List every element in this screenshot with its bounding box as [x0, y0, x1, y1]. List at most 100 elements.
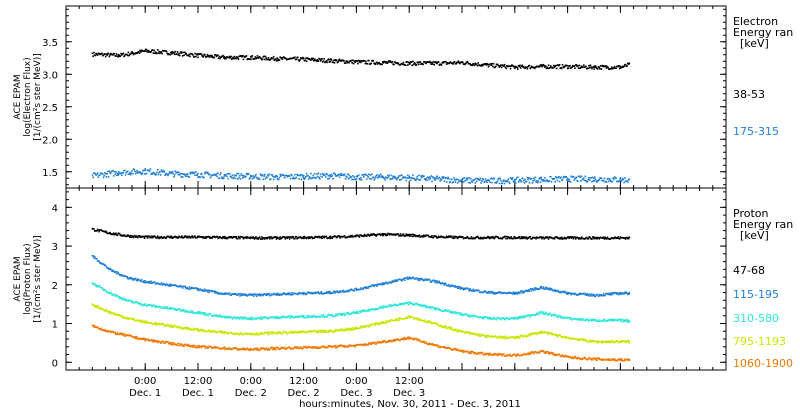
data-point [468, 333, 471, 335]
data-point [544, 237, 546, 239]
data-point [417, 318, 419, 320]
data-point [605, 65, 607, 67]
data-point [467, 181, 470, 184]
data-point [335, 313, 338, 316]
data-point [424, 179, 427, 181]
data-point [277, 332, 279, 334]
data-point [454, 181, 457, 183]
data-point [193, 55, 196, 58]
data-point [202, 289, 204, 291]
data-point [185, 326, 188, 329]
data-point [112, 330, 114, 333]
data-point [279, 173, 281, 176]
data-point [604, 294, 606, 297]
data-point [590, 318, 592, 321]
data-point [222, 54, 224, 57]
data-point [519, 292, 521, 294]
data-point [585, 179, 587, 182]
data-point [167, 324, 170, 326]
data-point [485, 180, 488, 182]
data-point [590, 66, 592, 68]
data-point [209, 330, 212, 332]
data-point [242, 318, 245, 321]
data-point [186, 286, 188, 289]
data-point [112, 233, 114, 236]
data-point [336, 330, 339, 332]
data-point [134, 277, 137, 280]
data-point [490, 64, 493, 66]
data-point [518, 316, 521, 318]
key-data-point [487, 179, 490, 182]
data-point [267, 175, 270, 177]
data-point [235, 174, 237, 177]
data-point [99, 307, 101, 310]
data-point [128, 173, 130, 176]
key-data-point [117, 170, 120, 173]
data-point [440, 325, 442, 328]
data-point [242, 54, 244, 57]
y-tick-label: 0 [52, 358, 58, 369]
data-point [416, 277, 419, 279]
data-point [481, 64, 483, 66]
data-point [447, 326, 449, 329]
data-point [140, 51, 142, 53]
data-point [96, 230, 98, 232]
data-point [338, 173, 340, 176]
data-point [558, 291, 561, 294]
data-point [259, 317, 262, 320]
data-point [141, 172, 144, 174]
data-point [268, 292, 270, 295]
data-point [129, 53, 132, 56]
data-point [528, 182, 531, 184]
data-point [253, 177, 255, 179]
data-point [118, 296, 121, 298]
data-point [531, 182, 534, 184]
data-point [625, 291, 628, 294]
data-point [522, 315, 524, 317]
data-point [292, 176, 295, 179]
data-point [343, 235, 346, 237]
data-point [293, 331, 295, 334]
data-point [570, 293, 573, 296]
data-point [294, 237, 296, 240]
data-point [366, 174, 369, 177]
data-point [321, 58, 323, 60]
data-point [365, 174, 367, 176]
data-point [588, 319, 590, 322]
data-point [554, 333, 556, 335]
data-point [594, 295, 597, 298]
data-point [279, 331, 281, 333]
data-point [266, 332, 268, 334]
data-point [118, 273, 120, 275]
data-point [376, 322, 378, 325]
data-point [147, 51, 149, 53]
data-point [326, 61, 328, 64]
series-38-53 [91, 48, 631, 70]
data-point [555, 334, 558, 336]
data-point [533, 177, 535, 180]
data-point [178, 171, 180, 174]
data-point [145, 172, 148, 175]
data-point [288, 236, 290, 238]
data-point [239, 174, 241, 177]
data-point [553, 66, 556, 69]
data-point [185, 310, 188, 312]
data-point [192, 54, 194, 56]
data-point [297, 56, 299, 59]
data-point [253, 238, 256, 240]
data-point [621, 292, 623, 295]
data-point [624, 341, 627, 344]
key-data-point [144, 320, 147, 323]
data-point [516, 66, 518, 69]
data-point [364, 62, 367, 65]
data-point [136, 52, 138, 54]
data-point [373, 233, 375, 235]
data-point [211, 331, 213, 333]
data-point [350, 327, 353, 330]
data-point [379, 233, 381, 235]
data-point [165, 307, 168, 310]
data-point [493, 293, 496, 295]
data-point [126, 53, 128, 56]
data-point [161, 52, 163, 55]
data-point [409, 316, 411, 319]
